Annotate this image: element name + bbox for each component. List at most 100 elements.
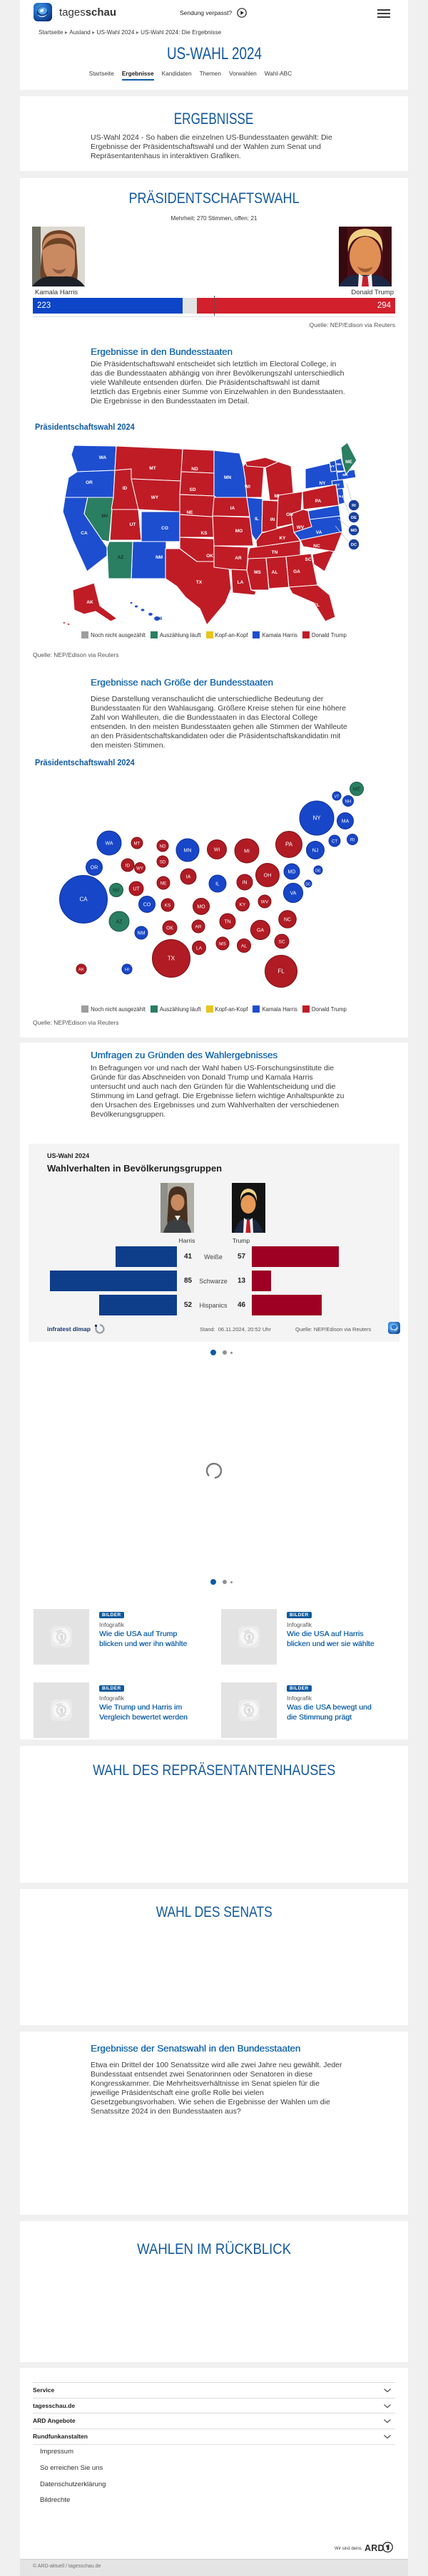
svg-text:SC: SC: [278, 940, 285, 945]
svg-text:MT: MT: [134, 842, 141, 847]
svg-text:MD: MD: [288, 870, 296, 875]
svg-text:IA: IA: [186, 875, 191, 880]
svg-text:AZ: AZ: [118, 555, 124, 560]
svg-text:KY: KY: [279, 536, 286, 541]
svg-text:GA: GA: [293, 569, 300, 574]
svg-text:NE: NE: [160, 881, 167, 886]
svg-text:TN: TN: [224, 920, 230, 925]
svg-text:KS: KS: [200, 531, 208, 536]
svg-text:LA: LA: [196, 946, 203, 951]
svg-text:CT: CT: [335, 483, 340, 487]
svg-text:OH: OH: [286, 512, 293, 517]
svg-text:IL: IL: [255, 517, 259, 522]
svg-text:OH: OH: [264, 874, 272, 879]
svg-text:MO: MO: [235, 529, 243, 534]
svg-text:WV: WV: [297, 525, 305, 530]
svg-text:AK: AK: [86, 600, 93, 605]
svg-text:FL: FL: [314, 603, 320, 608]
svg-text:KS: KS: [165, 904, 171, 909]
svg-text:CA: CA: [79, 896, 88, 903]
svg-text:NY: NY: [312, 815, 321, 822]
svg-text:SD: SD: [160, 861, 166, 865]
svg-text:ME: ME: [345, 460, 352, 465]
svg-text:TX: TX: [196, 580, 203, 585]
svg-text:KY: KY: [240, 903, 246, 908]
svg-text:AL: AL: [241, 944, 247, 949]
svg-text:HI: HI: [158, 616, 163, 621]
svg-text:OK: OK: [166, 926, 173, 931]
svg-text:TN: TN: [272, 550, 278, 555]
svg-text:WA: WA: [105, 842, 113, 847]
svg-text:OR: OR: [86, 480, 93, 485]
svg-text:IN: IN: [243, 881, 248, 886]
svg-text:PA: PA: [315, 499, 322, 504]
svg-text:ID: ID: [126, 864, 131, 869]
svg-text:MA: MA: [342, 473, 348, 477]
svg-text:NM: NM: [156, 555, 163, 560]
svg-text:DC: DC: [351, 543, 357, 547]
svg-text:CO: CO: [161, 526, 168, 531]
svg-text:VA: VA: [290, 891, 297, 896]
svg-text:NE: NE: [186, 510, 193, 515]
svg-text:SC: SC: [305, 557, 311, 562]
svg-text:IN: IN: [270, 517, 275, 522]
svg-text:HI: HI: [125, 968, 129, 973]
svg-text:NY: NY: [319, 481, 326, 486]
svg-text:MN: MN: [224, 475, 231, 480]
svg-text:WI: WI: [245, 485, 250, 490]
svg-text:RI: RI: [352, 504, 356, 508]
svg-text:MS: MS: [254, 570, 261, 575]
svg-text:AR: AR: [195, 925, 201, 930]
svg-text:CT: CT: [332, 840, 337, 844]
svg-text:RI: RI: [350, 839, 355, 843]
svg-text:NH: NH: [345, 800, 352, 805]
svg-text:NV: NV: [113, 889, 120, 894]
svg-text:DE: DE: [315, 869, 321, 874]
svg-text:AK: AK: [78, 968, 84, 973]
svg-text:MO: MO: [197, 905, 205, 910]
svg-text:LA: LA: [238, 580, 244, 585]
svg-text:MN: MN: [184, 849, 192, 854]
svg-text:UT: UT: [133, 887, 140, 892]
svg-text:UT: UT: [130, 522, 136, 527]
svg-text:WV: WV: [261, 900, 269, 905]
svg-text:NC: NC: [313, 544, 320, 549]
svg-text:NV: NV: [101, 514, 108, 519]
svg-text:TX: TX: [168, 956, 175, 962]
svg-text:MT: MT: [149, 466, 156, 471]
svg-text:CO: CO: [143, 903, 151, 908]
svg-text:ND: ND: [191, 467, 198, 472]
svg-text:NH: NH: [337, 462, 342, 467]
svg-text:AL: AL: [272, 570, 278, 575]
svg-text:IA: IA: [230, 506, 235, 511]
svg-text:ID: ID: [123, 486, 128, 491]
svg-text:NJ: NJ: [339, 495, 343, 499]
svg-text:IL: IL: [215, 882, 220, 887]
svg-text:ME: ME: [353, 787, 361, 792]
svg-text:MA: MA: [342, 819, 350, 824]
svg-text:AR: AR: [235, 556, 242, 561]
svg-text:VT: VT: [330, 465, 335, 469]
svg-text:MI: MI: [274, 494, 279, 499]
svg-text:SD: SD: [189, 487, 195, 492]
svg-text:MS: MS: [219, 942, 226, 947]
svg-text:OR: OR: [91, 866, 98, 871]
svg-text:GA: GA: [257, 929, 264, 933]
svg-text:MI: MI: [244, 849, 250, 854]
svg-text:NC: NC: [284, 918, 291, 923]
svg-text:ND: ND: [160, 845, 166, 849]
svg-text:DE: DE: [351, 516, 357, 520]
svg-text:NJ: NJ: [312, 849, 319, 854]
svg-text:CA: CA: [81, 531, 88, 536]
svg-text:MD: MD: [350, 529, 357, 533]
svg-text:AZ: AZ: [116, 920, 123, 925]
svg-text:PA: PA: [285, 842, 293, 848]
svg-text:WY: WY: [136, 867, 143, 871]
svg-text:FL: FL: [277, 968, 285, 975]
svg-text:WA: WA: [99, 455, 107, 460]
svg-text:OK: OK: [206, 554, 213, 559]
svg-text:DC: DC: [305, 883, 311, 887]
svg-text:WY: WY: [151, 495, 159, 500]
svg-text:VA: VA: [316, 530, 322, 535]
svg-text:NM: NM: [138, 931, 146, 936]
